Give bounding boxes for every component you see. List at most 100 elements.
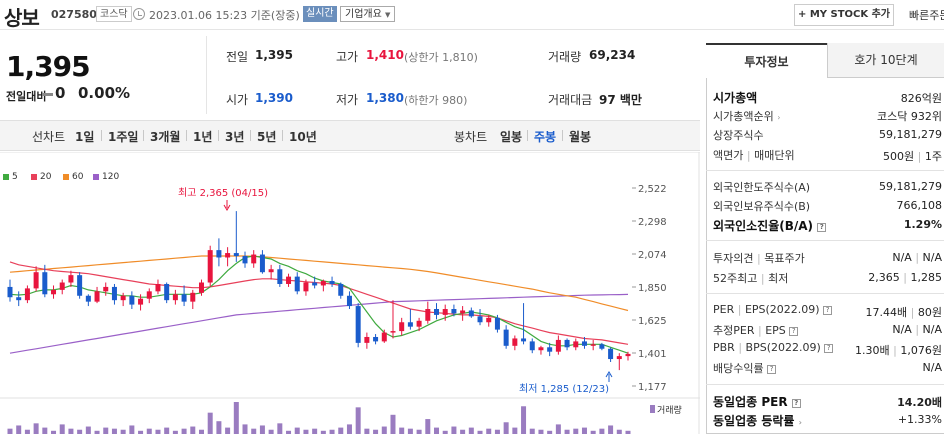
candle-body (190, 292, 196, 302)
candle-body (486, 317, 492, 323)
add-mystock-button[interactable]: + MY STOCK 추가 (794, 4, 894, 26)
candle-body (129, 295, 135, 305)
legend-ma120-swatch (93, 174, 99, 180)
volume-legend-swatch (650, 405, 655, 413)
corp-overview-dropdown[interactable]: 기업개요 ▼ (340, 6, 396, 22)
est-per-value: N/A | N/A (892, 323, 942, 336)
candle-daily[interactable]: 일봉 (500, 130, 523, 144)
volume-bar (42, 427, 48, 434)
candle-body (51, 289, 57, 295)
legend-ma20: 20 (40, 172, 52, 182)
volume-bar (390, 414, 396, 434)
volume-bar (164, 427, 170, 434)
candle-body (608, 348, 614, 360)
candle-body (346, 295, 352, 307)
volume-label: 거래량 (548, 50, 582, 64)
prev-close-label: 전일 (226, 50, 249, 64)
divider (143, 130, 144, 141)
candle-body (399, 322, 405, 332)
volume-bar (77, 429, 83, 434)
market-cap-value: 826억원 (900, 92, 942, 105)
candle-body (451, 309, 457, 314)
period-5y[interactable]: 5년 (257, 130, 277, 144)
sector-rate-value: +1.33% (897, 413, 942, 426)
volume-bar (364, 428, 370, 434)
candle-body (216, 250, 222, 258)
datetime-text: 2023.01.06 15:23 기준(장중) (149, 9, 300, 22)
y-tick-label: 1,625 (638, 316, 667, 327)
stock-name: 상보 (4, 6, 40, 30)
market-cap-label: 시가총액 (713, 91, 758, 105)
amount-value: 97 백만 (599, 93, 642, 107)
foreign-ratio-value: 1.29% (903, 218, 942, 231)
period-1y[interactable]: 1년 (193, 130, 213, 144)
volume-bar (7, 428, 13, 434)
shares-value: 59,181,279 (879, 128, 942, 141)
candle-body (225, 253, 231, 258)
chevron-down-icon: ▼ (385, 11, 391, 19)
period-1w[interactable]: 1주일 (108, 130, 139, 144)
volume-bar (59, 424, 65, 434)
help-icon[interactable]: ? (767, 365, 777, 374)
per-eps-label: PER | EPS(2022.09) ? (713, 303, 833, 316)
volume-bar (355, 407, 361, 434)
period-10y[interactable]: 10년 (289, 130, 317, 144)
current-price: 1,395 (6, 50, 91, 83)
week52-value: 2,365 | 1,285 (868, 271, 942, 284)
volume-bar (85, 426, 91, 434)
open-value: 1,390 (255, 91, 293, 105)
fast-order-link[interactable]: 빠른주문 (909, 9, 944, 22)
candle-body (477, 316, 483, 323)
est-per-label: 추정PER | EPS ? (713, 322, 799, 338)
volume-bar (399, 427, 405, 434)
tab-invest-info[interactable]: 투자정보 (706, 43, 827, 78)
help-icon[interactable]: ? (824, 344, 834, 353)
divider (282, 130, 283, 141)
y-tick-label: 2,298 (638, 217, 667, 228)
candle-body (172, 294, 178, 301)
prev-close-value: 1,395 (255, 48, 293, 62)
high-value: 1,410 (366, 48, 404, 62)
period-bar (0, 120, 700, 151)
chevron-right-icon: › (798, 418, 802, 427)
candle-body (207, 250, 213, 283)
price-chart[interactable]: 2,522 2,298 2,074 1,850 1,625 1,401 1,177 거래량 최고… (0, 152, 700, 434)
tab-ask-bid[interactable]: 호가 10단계 (827, 43, 944, 78)
corp-overview-label: 기업개요 (345, 9, 382, 20)
candle-body (529, 341, 535, 351)
volume-bar (242, 424, 248, 434)
help-icon[interactable]: ? (817, 223, 827, 232)
volume-bar (581, 427, 587, 434)
lower-limit: (하한가 980) (404, 94, 468, 107)
period-3y[interactable]: 3년 (225, 130, 245, 144)
opinion-value: N/A | N/A (892, 251, 942, 264)
market-cap-rank-label[interactable]: 시가총액순위 › (713, 110, 781, 123)
candle-body (373, 336, 379, 342)
volume-bar (555, 424, 561, 434)
candle-body (329, 281, 335, 284)
period-1d[interactable]: 1일 (75, 130, 95, 144)
candle-body (434, 309, 440, 315)
candle-body (564, 339, 570, 348)
volume-bar (442, 430, 448, 434)
help-icon[interactable]: ? (791, 399, 801, 408)
candle-body (111, 286, 117, 301)
max-price-label: 최고 2,365 (04/15) (178, 187, 268, 199)
candle-body (242, 256, 248, 264)
candle-body (120, 295, 126, 301)
candle-monthly[interactable]: 월봉 (569, 130, 592, 144)
volume-bar (477, 430, 483, 434)
line-chart-label: 선차트 (32, 130, 66, 144)
unchanged-icon (42, 93, 53, 96)
candle-body (233, 253, 239, 257)
volume-bar (590, 430, 596, 434)
candle-weekly[interactable]: 주봉 (534, 130, 557, 144)
low-label: 저가 (336, 93, 359, 107)
volume-bar (303, 429, 309, 434)
min-price-label: 최저 1,285 (12/23) (519, 383, 609, 395)
help-icon[interactable]: ? (789, 327, 799, 336)
help-icon[interactable]: ? (823, 306, 833, 315)
period-3m[interactable]: 3개월 (150, 130, 181, 144)
sector-rate-label[interactable]: 동일업종 등락률 › (713, 414, 802, 428)
candle-body (460, 310, 466, 314)
